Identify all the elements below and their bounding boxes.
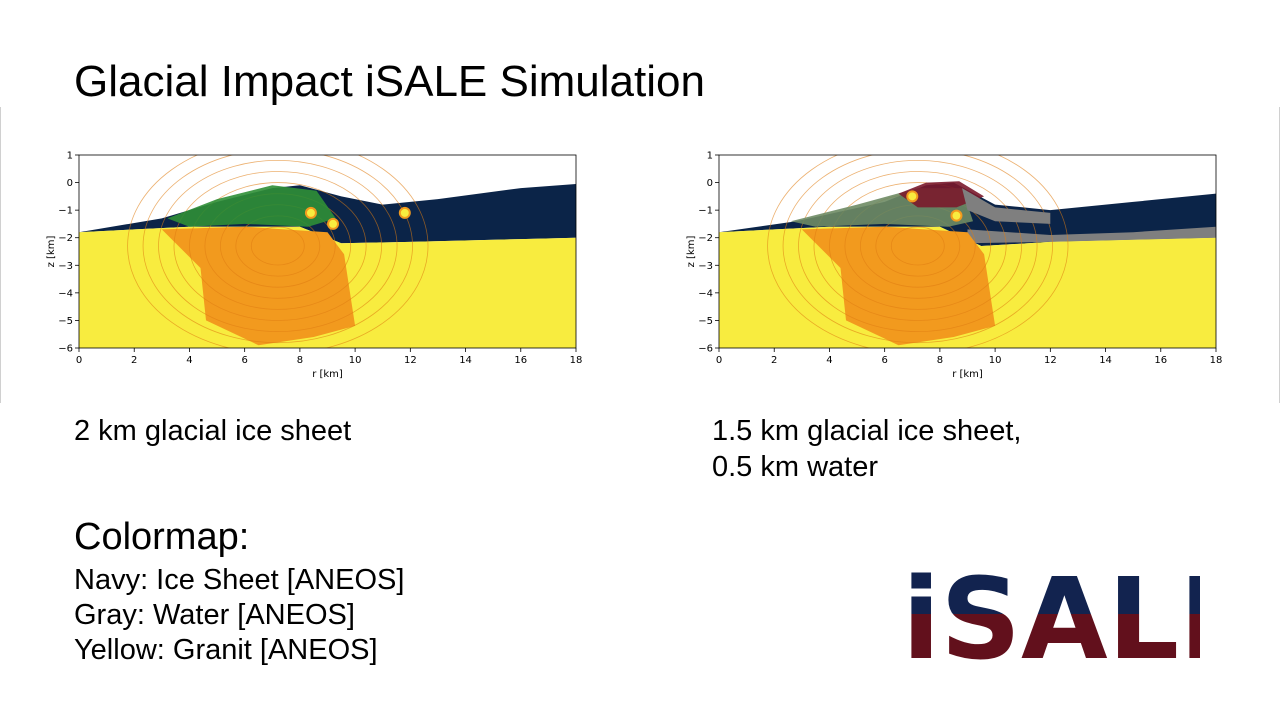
colormap-item-water: Gray: Water [ANEOS] bbox=[74, 599, 355, 631]
melt-contour bbox=[158, 159, 398, 332]
y-tick-label: −1 bbox=[698, 206, 713, 217]
x-tick-label: 4 bbox=[186, 355, 192, 366]
melt-contour bbox=[250, 226, 305, 266]
logo-text-top: iSALE bbox=[902, 562, 1200, 662]
x-tick-label: 14 bbox=[459, 355, 472, 366]
y-tick-label: −5 bbox=[58, 316, 73, 327]
water-ejecta-band bbox=[962, 188, 1051, 224]
y-tick-label: −5 bbox=[698, 316, 713, 327]
x-tick-label: 2 bbox=[771, 355, 777, 366]
x-tick-label: 18 bbox=[570, 355, 583, 366]
y-tick-label: −1 bbox=[58, 206, 73, 217]
x-axis-label: r [km] bbox=[952, 369, 983, 380]
x-axis-label: r [km] bbox=[312, 369, 343, 380]
melt-contour bbox=[813, 171, 1023, 321]
x-tick-label: 10 bbox=[349, 355, 362, 366]
ejecta-swirl bbox=[906, 190, 919, 203]
y-tick-label: −6 bbox=[698, 344, 713, 355]
y-tick-label: 0 bbox=[67, 178, 73, 189]
left-caption: 2 km glacial ice sheet bbox=[74, 415, 352, 447]
y-tick-label: −3 bbox=[698, 261, 713, 272]
ejecta-swirl bbox=[304, 206, 317, 219]
colormap-legend: Navy: Ice Sheet [ANEOS] Gray: Water [ANE… bbox=[74, 563, 404, 668]
melt-contour bbox=[890, 226, 945, 266]
colormap-item-ice: Navy: Ice Sheet [ANEOS] bbox=[74, 564, 405, 596]
melt-contour bbox=[189, 182, 367, 310]
x-tick-label: 0 bbox=[716, 355, 722, 366]
melt-contour bbox=[829, 182, 1007, 310]
melt-region bbox=[161, 226, 356, 346]
melt-contour bbox=[798, 159, 1038, 332]
plot-frame bbox=[718, 154, 1217, 349]
x-tick-label: 8 bbox=[937, 355, 943, 366]
y-tick-label: 0 bbox=[707, 178, 713, 189]
x-tick-label: 2 bbox=[131, 355, 137, 366]
ejecta-swirl bbox=[950, 209, 963, 222]
left-edge-divider bbox=[0, 107, 1, 403]
slide-title: Glacial Impact iSALE Simulation bbox=[74, 57, 705, 106]
colormap-item-granite: Yellow: Granit [ANEOS] bbox=[74, 634, 378, 666]
x-tick-label: 6 bbox=[881, 355, 887, 366]
ejecta-swirl bbox=[398, 206, 411, 219]
y-tick-label: −2 bbox=[698, 233, 713, 244]
plot-area bbox=[719, 155, 1216, 348]
y-axis-label: z [km] bbox=[686, 236, 697, 268]
colormap-title: Colormap: bbox=[74, 516, 250, 558]
y-tick-label: −3 bbox=[58, 261, 73, 272]
x-tick-label: 16 bbox=[514, 355, 527, 366]
melt-region bbox=[801, 226, 996, 346]
x-tick-label: 18 bbox=[1210, 355, 1223, 366]
x-tick-label: 0 bbox=[76, 355, 82, 366]
x-tick-label: 16 bbox=[1154, 355, 1167, 366]
x-tick-label: 10 bbox=[989, 355, 1002, 366]
logo-text-bottom: iSALE bbox=[902, 562, 1200, 662]
right-caption-line1: 1.5 km glacial ice sheet, bbox=[712, 415, 1022, 447]
water-layer bbox=[967, 226, 1216, 244]
melt-contour bbox=[173, 171, 383, 321]
x-tick-label: 8 bbox=[297, 355, 303, 366]
x-tick-label: 14 bbox=[1099, 355, 1112, 366]
y-tick-label: −6 bbox=[58, 344, 73, 355]
ejecta-red-material bbox=[898, 181, 985, 208]
x-tick-label: 4 bbox=[826, 355, 832, 366]
y-axis-label: z [km] bbox=[46, 236, 57, 268]
y-tick-label: −4 bbox=[698, 288, 713, 299]
melt-contour bbox=[767, 155, 1069, 348]
y-tick-label: −2 bbox=[58, 233, 73, 244]
x-tick-label: 12 bbox=[404, 355, 417, 366]
melt-contour bbox=[142, 155, 413, 344]
ejecta-swirl bbox=[327, 217, 340, 230]
x-tick-label: 12 bbox=[1044, 355, 1057, 366]
x-tick-label: 6 bbox=[241, 355, 247, 366]
melt-contour bbox=[127, 155, 429, 348]
plot-area bbox=[79, 155, 576, 348]
y-tick-label: −4 bbox=[58, 288, 73, 299]
ejecta-curtain bbox=[167, 185, 336, 227]
y-tick-label: 1 bbox=[707, 151, 713, 162]
melt-contour bbox=[782, 155, 1053, 344]
isale-logo: iSALE iSALE bbox=[902, 562, 1200, 662]
plot-frame bbox=[78, 154, 577, 349]
y-tick-label: 1 bbox=[67, 151, 73, 162]
right-caption-line2: 0.5 km water bbox=[712, 451, 878, 483]
